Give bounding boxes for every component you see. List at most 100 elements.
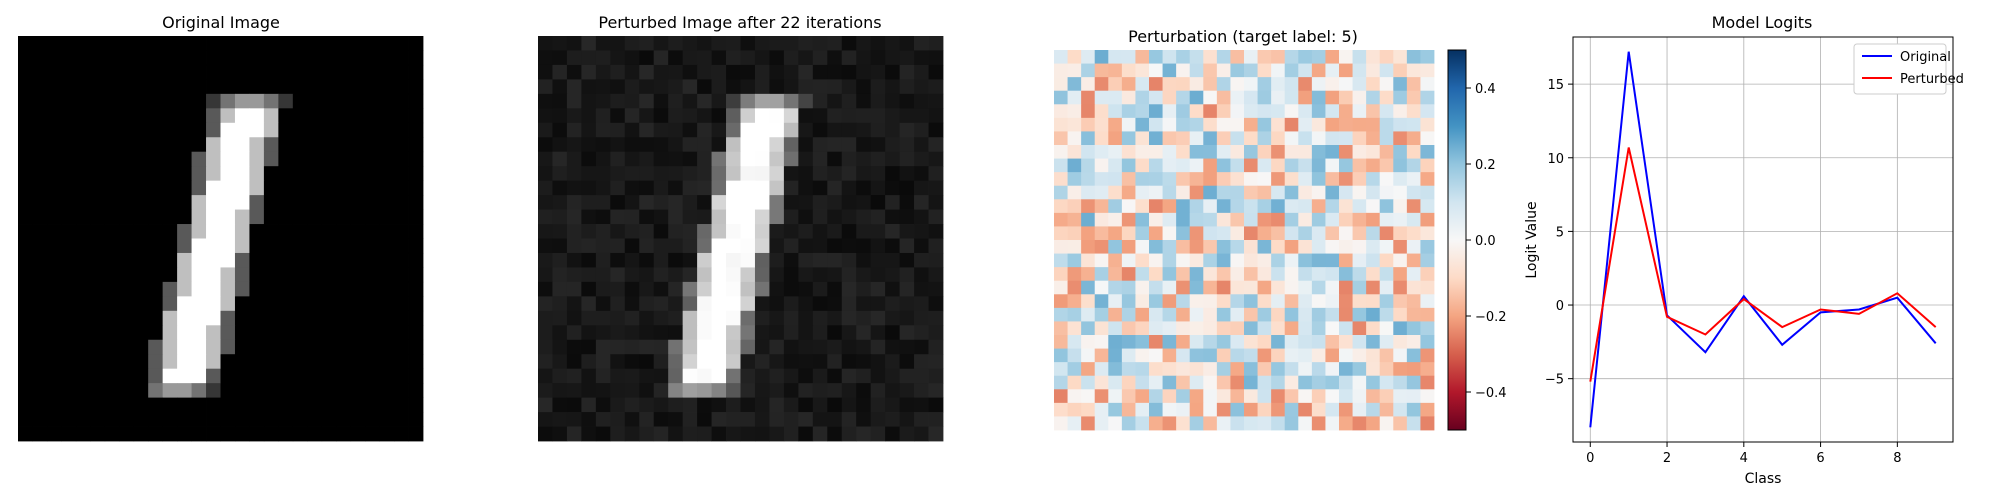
original-pixel	[350, 296, 366, 312]
perturbed-pixel	[566, 224, 582, 239]
original-pixel	[206, 50, 221, 66]
perturbed-pixel	[566, 79, 582, 95]
perturbed-pixel	[552, 383, 568, 398]
original-pixel	[278, 180, 294, 196]
original-pixel	[61, 64, 77, 80]
original-pixel	[104, 281, 120, 297]
perturbation-pixel	[1257, 117, 1272, 132]
perturbed-pixel	[783, 310, 799, 326]
perturbed-pixel	[711, 252, 727, 268]
perturbed-pixel	[566, 339, 582, 355]
perturbed-pixel	[538, 209, 553, 225]
perturbation-pixel	[1271, 416, 1286, 431]
perturbation-pixel	[1352, 172, 1367, 187]
perturbed-pixel	[827, 426, 843, 442]
perturbation-pixel	[1406, 402, 1421, 417]
original-pixel	[104, 339, 120, 355]
perturbed-pixel	[639, 238, 655, 254]
perturbation-pixel	[1216, 77, 1231, 92]
perturbation-pixel	[1257, 172, 1272, 187]
perturbed-pixel	[682, 354, 698, 370]
original-pixel	[133, 50, 149, 66]
x-tick-label: 4	[1740, 451, 1748, 466]
original-pixel	[394, 122, 409, 138]
perturbation-pixel	[1244, 131, 1258, 146]
original-pixel	[133, 195, 149, 210]
perturbation-pixel	[1135, 212, 1150, 227]
perturbation-pixel	[1108, 253, 1123, 268]
original-pixel	[336, 64, 352, 80]
perturbed-pixel	[827, 252, 843, 268]
original-pixel	[162, 50, 178, 66]
perturbation-pixel	[1339, 226, 1353, 241]
perturbation-pixel	[1203, 50, 1218, 64]
original-pixel	[75, 310, 91, 326]
perturbation-pixel	[1298, 212, 1313, 227]
perturbed-pixel	[754, 238, 770, 254]
perturbed-pixel	[566, 238, 582, 254]
original-pixel	[321, 122, 337, 138]
perturbation-pixel	[1203, 375, 1218, 390]
panel-original-image: Original Image	[18, 13, 424, 442]
perturbed-pixel	[682, 93, 698, 109]
original-pixel	[104, 36, 120, 51]
perturbation-pixel	[1094, 362, 1109, 377]
perturbation-pixel	[1379, 335, 1394, 349]
perturbed-pixel	[697, 64, 712, 80]
original-pixel	[350, 108, 366, 124]
perturbation-pixel	[1284, 240, 1299, 254]
perturbed-pixel	[581, 397, 597, 413]
y-tick-label: 10	[1547, 152, 1564, 167]
perturbation-pixel	[1406, 117, 1421, 132]
perturbation-pixel	[1162, 185, 1177, 200]
original-pixel	[206, 180, 221, 196]
original-pixel	[263, 296, 279, 312]
perturbed-pixel	[581, 325, 597, 341]
perturbation-pixel	[1298, 158, 1313, 173]
perturbation-pixel	[1203, 77, 1218, 92]
perturbation-pixel	[1216, 321, 1231, 336]
original-pixel	[133, 64, 149, 80]
perturbation-pixel	[1284, 389, 1299, 404]
perturbed-pixel	[841, 79, 857, 95]
perturbed-pixel	[581, 238, 597, 254]
original-pixel	[220, 224, 236, 239]
original-pixel	[394, 50, 409, 66]
perturbed-pixel	[552, 281, 568, 297]
perturbed-pixel	[595, 151, 611, 167]
original-pixel	[365, 238, 380, 254]
perturbed-pixel	[668, 281, 684, 297]
original-pixel	[307, 412, 323, 427]
perturbation-pixel	[1366, 90, 1381, 105]
perturbed-pixel	[610, 267, 626, 283]
perturbation-pixel	[1108, 226, 1123, 241]
perturbed-pixel	[769, 122, 785, 138]
perturbed-pixel	[870, 224, 886, 239]
perturbed-pixel	[769, 64, 785, 80]
perturbation-pixel	[1054, 416, 1068, 431]
perturbation-pixel	[1339, 50, 1353, 64]
perturbed-pixel	[595, 383, 611, 398]
original-pixel	[350, 368, 366, 384]
perturbation-pixel	[1094, 253, 1109, 268]
original-pixel	[394, 412, 409, 427]
original-pixel	[206, 93, 221, 109]
original-pixel	[278, 209, 294, 225]
perturbation-pixel	[1230, 416, 1245, 431]
original-pixel	[307, 93, 323, 109]
perturbed-pixel	[827, 267, 843, 283]
perturbation-pixel	[1257, 375, 1272, 390]
perturbed-pixel	[885, 383, 900, 398]
original-pixel	[191, 122, 207, 138]
perturbation-pixel	[1189, 145, 1204, 159]
original-pixel	[321, 397, 337, 413]
perturbation-pixel	[1339, 117, 1353, 132]
original-pixel	[336, 151, 352, 167]
original-pixel	[61, 50, 77, 66]
original-pixel	[278, 325, 294, 341]
original-pixel	[162, 224, 178, 239]
perturbed-pixel	[610, 383, 626, 398]
perturbed-pixel	[595, 267, 611, 283]
original-pixel	[292, 224, 308, 239]
perturbed-pixel	[711, 354, 727, 370]
